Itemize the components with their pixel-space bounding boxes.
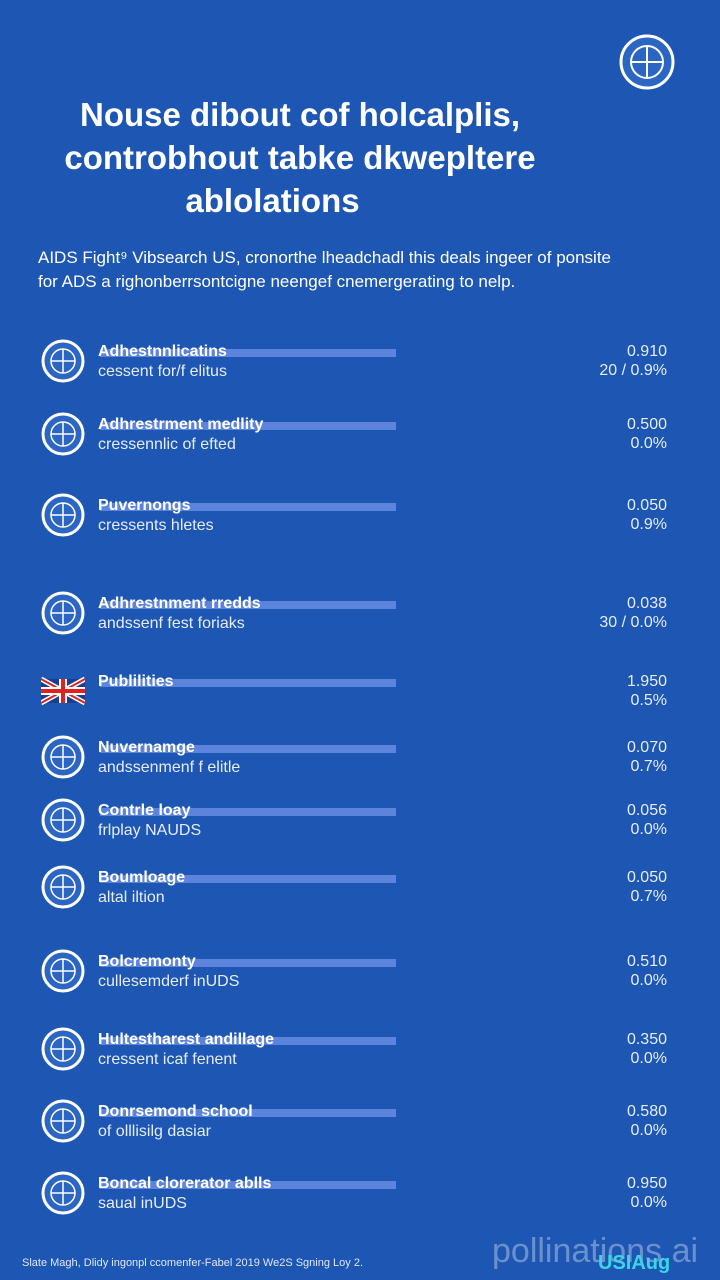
row-name: Publilities bbox=[98, 673, 174, 690]
footer-note: Slate Magh, Dlidy ingonpl ccomenfer-Fabe… bbox=[22, 1257, 363, 1269]
title-line: Nouse dibout cof holcalplis, bbox=[79, 96, 521, 133]
subtitle-line: for ADS a righonberrsontcigne neengef cn… bbox=[38, 272, 516, 291]
row-subtitle: cessent for/f elitus bbox=[98, 363, 227, 380]
row-name: Puvernongs bbox=[98, 497, 191, 514]
emblem-icon bbox=[41, 735, 85, 779]
row-name: Boncal clorerator ablls bbox=[98, 1175, 272, 1192]
row-bar bbox=[100, 503, 396, 511]
row-name: Adhestnnlicatins bbox=[98, 343, 227, 360]
row-bar bbox=[100, 422, 396, 430]
row-bar bbox=[100, 1037, 396, 1045]
row-subtitle: saual inUDS bbox=[98, 1195, 187, 1212]
row-value: 0.350 bbox=[626, 1031, 667, 1048]
un-emblem bbox=[619, 34, 675, 90]
row-value: 0.580 bbox=[626, 1103, 667, 1120]
row-bar bbox=[100, 808, 396, 816]
row-share: 0.0% bbox=[630, 1122, 667, 1139]
watermark: pollinations.ai bbox=[492, 1232, 699, 1270]
row-name: Donrsemond school bbox=[98, 1103, 253, 1120]
row-share: 0.0% bbox=[630, 1194, 667, 1211]
row-value: 0.050 bbox=[626, 869, 667, 886]
row-bar bbox=[100, 349, 396, 357]
row-share: 0.5% bbox=[630, 692, 667, 709]
row-bar bbox=[100, 601, 396, 609]
emblem-icon bbox=[41, 412, 85, 456]
emblem-icon bbox=[41, 798, 85, 842]
row-name: Bolcremonty bbox=[98, 953, 196, 970]
row-bar bbox=[100, 745, 396, 753]
subtitle-line: AIDS Fight⁹ Vibsearch US, cronorthe lhea… bbox=[38, 248, 612, 267]
row-value: 0.950 bbox=[626, 1175, 667, 1192]
row-share: 0.7% bbox=[630, 888, 667, 905]
row-value: 0.500 bbox=[626, 416, 667, 433]
row-name: Boumloage bbox=[98, 869, 186, 886]
row-bar bbox=[100, 1109, 396, 1117]
row-subtitle: cressennlic of efted bbox=[98, 436, 236, 453]
row-subtitle: andssenmenf f elitle bbox=[98, 759, 241, 776]
row-value: 0.056 bbox=[626, 802, 667, 819]
emblem-icon bbox=[41, 865, 85, 909]
row-name: Adhrestnment rredds bbox=[98, 595, 261, 612]
row-name: Contrle loay bbox=[98, 802, 191, 819]
row-share: 0.9% bbox=[630, 516, 667, 533]
row-value: 0.050 bbox=[626, 497, 667, 514]
row-subtitle: cullesemderf inUDS bbox=[98, 973, 240, 990]
row-value: 0.910 bbox=[626, 343, 667, 360]
row-share: 0.0% bbox=[630, 821, 667, 838]
row-subtitle: of olllisilg dasiar bbox=[98, 1123, 211, 1140]
row-subtitle: altal iltion bbox=[98, 889, 165, 906]
row-bar bbox=[100, 1181, 396, 1189]
flag-icon bbox=[41, 676, 85, 706]
emblem-icon bbox=[41, 591, 85, 635]
row-subtitle: frlplay NAUDS bbox=[98, 822, 202, 839]
title-line: ablolations bbox=[185, 182, 360, 219]
row-name: Adhrestrment medlity bbox=[98, 416, 264, 433]
row-share: 0.0% bbox=[630, 972, 667, 989]
emblem-icon bbox=[41, 493, 85, 537]
logo: USIAug bbox=[598, 1252, 671, 1274]
row-bar bbox=[100, 959, 396, 967]
row-value: 1.950 bbox=[626, 673, 667, 690]
row-value: 0.038 bbox=[626, 595, 667, 612]
emblem-icon bbox=[41, 339, 85, 383]
title-line: controbhout tabke dkwepltere bbox=[64, 139, 536, 176]
row-value: 0.070 bbox=[626, 739, 667, 756]
row-bar bbox=[100, 679, 396, 687]
row-share: 20 / 0.9% bbox=[599, 362, 667, 379]
row-name: Hultestharest andillage bbox=[98, 1031, 275, 1048]
row-subtitle: cressents hletes bbox=[98, 517, 214, 534]
emblem-icon bbox=[41, 949, 85, 993]
row-share: 30 / 0.0% bbox=[599, 614, 667, 631]
row-value: 0.510 bbox=[626, 953, 667, 970]
emblem-icon bbox=[41, 1171, 85, 1215]
row-subtitle: andssenf fest foriaks bbox=[98, 615, 245, 632]
row-share: 0.7% bbox=[630, 758, 667, 775]
emblem-icon bbox=[41, 1099, 85, 1143]
row-subtitle: cressent icaf fenent bbox=[98, 1051, 237, 1068]
row-share: 0.0% bbox=[630, 1050, 667, 1067]
row-name: Nuvernamge bbox=[98, 739, 195, 756]
emblem-icon bbox=[41, 1027, 85, 1071]
row-bar bbox=[100, 875, 396, 883]
row-share: 0.0% bbox=[630, 435, 667, 452]
